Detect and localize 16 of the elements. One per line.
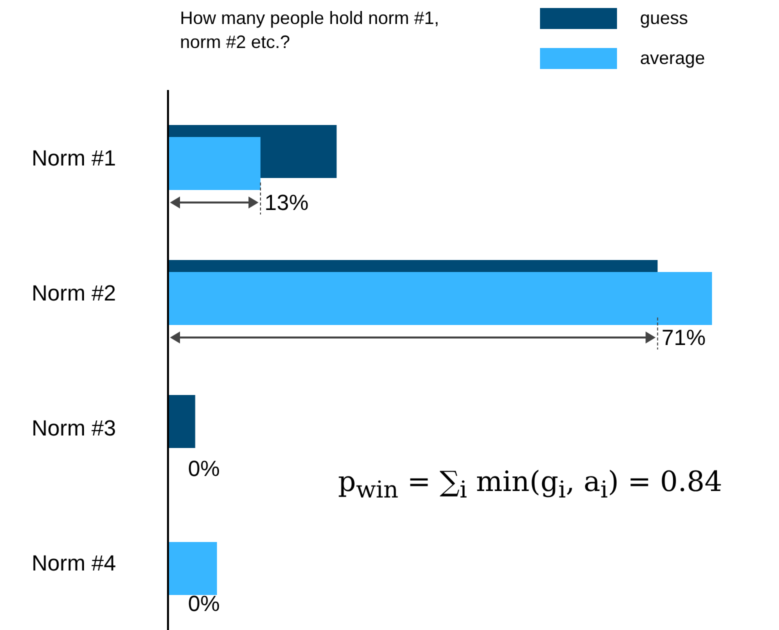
- annotation: 0%: [188, 590, 220, 616]
- bar: [168, 395, 196, 448]
- bar: [168, 137, 260, 190]
- legend-label: average: [640, 48, 706, 68]
- y-tick-label: Norm #3: [32, 415, 116, 440]
- y-tick-label: Norm #4: [32, 550, 116, 576]
- bar: [168, 272, 712, 325]
- bar: [168, 542, 217, 595]
- chart-title: How many people hold norm #1, norm #2 etc.?: [180, 7, 440, 54]
- annotation: 71%: [662, 324, 706, 350]
- legend-label: guess: [640, 8, 688, 28]
- y-tick-label: Norm #1: [32, 145, 116, 170]
- text: p$_{win}$ = ∑$_{i}$ min(g$_{i}$, a$_{i}$) = 0.84: [338, 465, 722, 504]
- annotation: 0%: [188, 456, 220, 482]
- annotation: 13%: [264, 190, 309, 216]
- y-tick-label: Norm #2: [32, 280, 116, 306]
